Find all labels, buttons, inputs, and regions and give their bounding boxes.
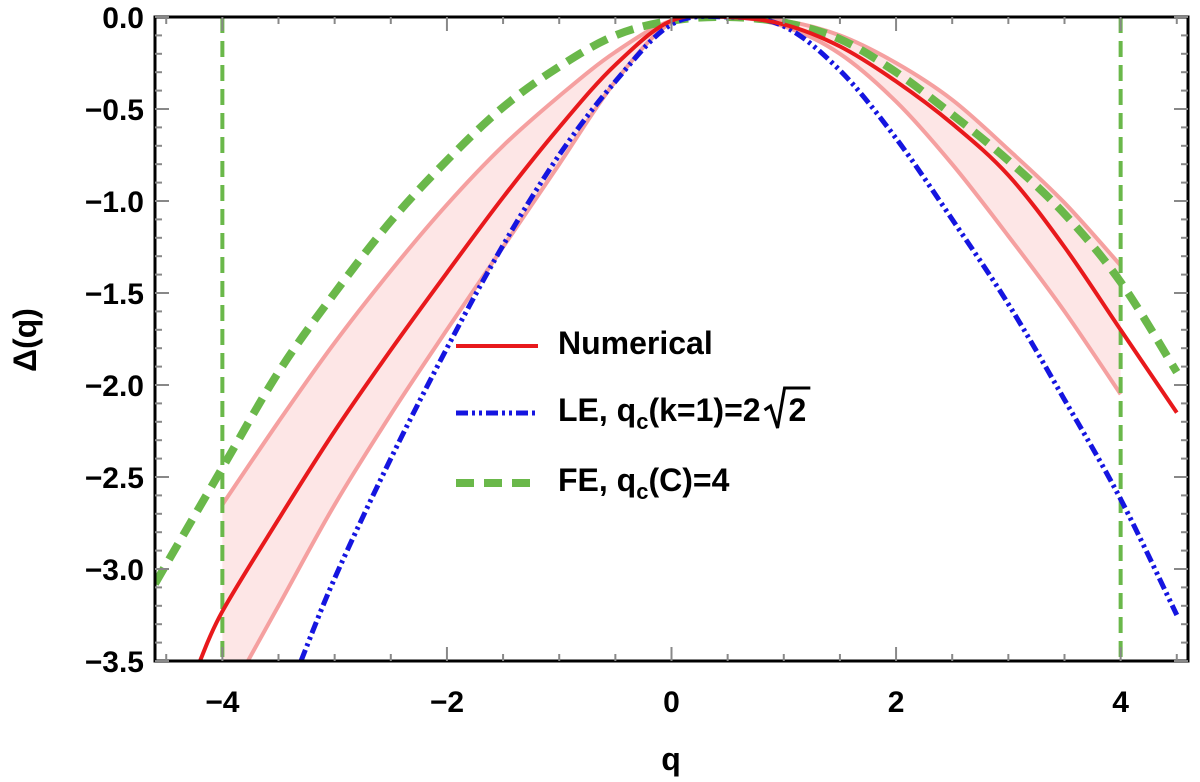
legend: Numerical LE, qc(k=1)=2 2 FE, qc(C)=4 (456, 325, 811, 504)
y-tick-label: 0.0 (102, 2, 144, 35)
uncertainty-band (220, 17, 1123, 661)
series-lines (155, 17, 1181, 661)
legend-label-fe: FE, qc(C)=4 (558, 462, 730, 504)
x-tick-label: 4 (1112, 686, 1129, 719)
legend-label-numerical: Numerical (558, 325, 713, 361)
critical-lines (220, 17, 1123, 661)
legend-le-main: LE, q (558, 392, 636, 428)
y-tick-label: −3.0 (85, 554, 144, 587)
y-tick-label: −1.5 (85, 278, 144, 311)
legend-fe-tail: (C)=4 (648, 462, 729, 498)
band-upper-edge (220, 17, 1123, 506)
x-axis-title: q (661, 741, 681, 777)
legend-le-tail: (k=1)=2 (648, 392, 760, 428)
legend-le-radical (763, 386, 811, 429)
series-line-fe (155, 17, 1181, 586)
x-tick-label: 0 (663, 686, 680, 719)
axis-ticks: −4 −2 0 2 4 0.0 −0.5 −1.0 −1.5 −2.0 −2.5 −3.0 −3.5 (85, 2, 1188, 719)
band-fill (222, 17, 1121, 661)
x-tick-label: 2 (888, 686, 905, 719)
legend-le-root: 2 (789, 392, 807, 428)
y-tick-label: −1.0 (85, 186, 144, 219)
series-line-numerical (198, 17, 1179, 661)
x-tick-label: −4 (205, 686, 240, 719)
series-line-le (298, 17, 1180, 661)
legend-fe-sub: c (636, 479, 648, 504)
legend-fe-main: FE, q (558, 462, 636, 498)
y-tick-label: −3.5 (85, 646, 144, 679)
legend-le-sub: c (636, 409, 648, 434)
y-axis-title: Δ(q) (7, 308, 43, 372)
y-tick-label: −0.5 (85, 94, 144, 127)
y-tick-label: −2.5 (85, 462, 144, 495)
y-tick-label: −2.0 (85, 370, 144, 403)
x-tick-label: −2 (430, 686, 464, 719)
legend-label-le: LE, qc(k=1)=2 (558, 392, 761, 434)
